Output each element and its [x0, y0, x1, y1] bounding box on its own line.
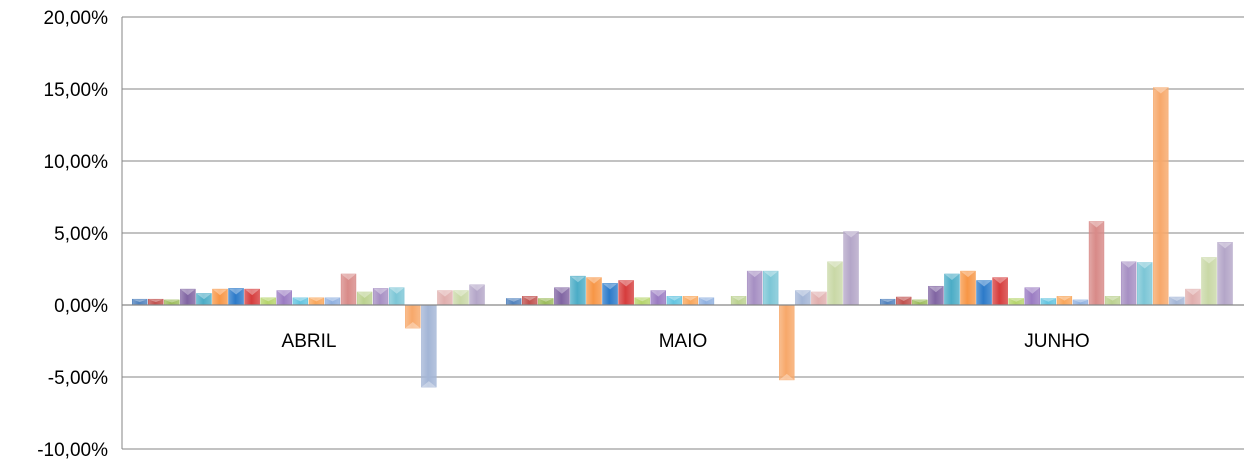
bars [131, 87, 1233, 388]
bar [698, 297, 715, 306]
bar [944, 273, 960, 306]
y-tick-label: 0,00% [54, 296, 108, 317]
bar [570, 275, 586, 306]
bar [1008, 298, 1024, 306]
bar [1072, 299, 1089, 306]
axes [121, 17, 1244, 449]
bar [554, 287, 570, 306]
bar [131, 298, 148, 306]
bar [164, 299, 180, 306]
category-label: MAIO [659, 331, 708, 352]
bar [1056, 296, 1073, 306]
bar [795, 290, 811, 306]
bar [730, 296, 747, 306]
bar [196, 293, 212, 306]
bar [1104, 296, 1121, 306]
category-labels: ABRIL MAIO JUNHO [282, 331, 1090, 352]
bar [1201, 257, 1217, 306]
bar [340, 273, 357, 306]
bar [976, 280, 992, 306]
bar [666, 296, 683, 306]
bar [244, 288, 260, 306]
bar [650, 290, 666, 306]
bar [586, 277, 602, 306]
bar [928, 285, 944, 306]
bar [260, 297, 276, 306]
category-label: JUNHO [1024, 331, 1089, 352]
y-tick-label: -5,00% [48, 368, 108, 389]
bar [292, 297, 309, 306]
bar [602, 283, 618, 306]
bar [453, 290, 469, 306]
bar [1024, 287, 1040, 306]
bar [1137, 262, 1153, 306]
bar [538, 298, 554, 306]
bar [372, 288, 389, 306]
y-tick-label: 20,00% [44, 8, 109, 29]
bar [763, 270, 779, 306]
bar [1217, 242, 1233, 306]
bar [389, 287, 405, 306]
y-tick-label: -10,00% [37, 440, 108, 461]
y-tick-label: 5,00% [54, 224, 108, 245]
bar [421, 304, 437, 388]
bar [1120, 261, 1137, 306]
bar [308, 297, 325, 306]
bar [437, 290, 453, 306]
bar [843, 231, 859, 306]
bar [912, 299, 928, 306]
bar [1169, 296, 1185, 306]
bar [960, 270, 976, 306]
bar [324, 297, 341, 306]
bar [276, 290, 292, 306]
bar [1185, 288, 1201, 306]
bar [896, 296, 912, 306]
bar [180, 288, 196, 306]
bar [992, 277, 1008, 306]
bar [148, 298, 164, 306]
bar [405, 304, 421, 329]
bar [779, 304, 795, 381]
y-axis-tick-labels: -10,00% -5,00% 0,00% 5,00% 10,00% 15,00% 20,00… [37, 8, 108, 461]
y-tick-label: 15,00% [44, 80, 109, 101]
bar [212, 288, 228, 306]
bar [1088, 221, 1105, 306]
bar [356, 291, 373, 306]
bar [827, 261, 843, 306]
category-label: ABRIL [282, 331, 337, 352]
bar [746, 270, 763, 306]
bar [1040, 298, 1057, 306]
bar [618, 280, 634, 306]
bar [522, 296, 538, 306]
bar [879, 298, 896, 306]
bar [634, 297, 650, 306]
bar [811, 291, 827, 306]
bar [1153, 87, 1169, 306]
bar [469, 284, 485, 306]
bar [228, 288, 244, 306]
bar [505, 298, 522, 306]
bar [682, 296, 699, 306]
y-tick-label: 10,00% [44, 152, 109, 173]
gridlines [122, 16, 1244, 450]
